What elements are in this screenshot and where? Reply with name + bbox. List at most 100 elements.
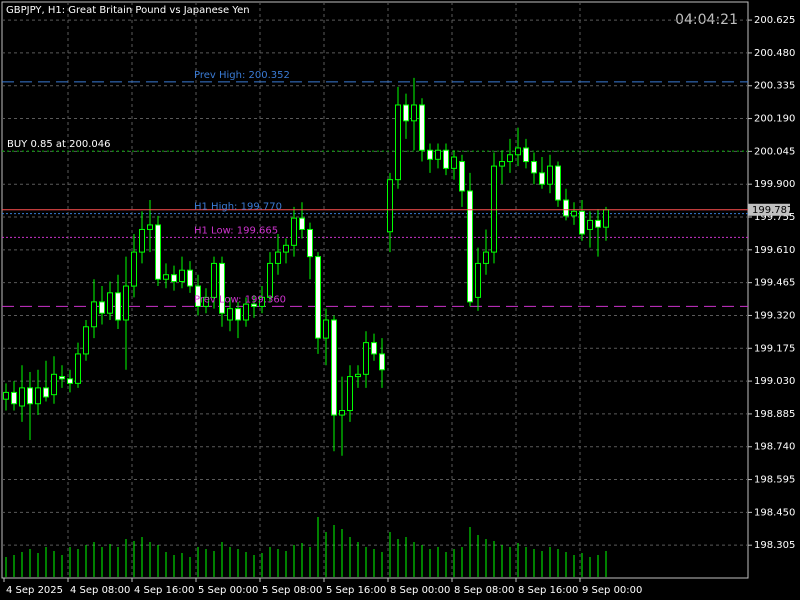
candle-body — [411, 104, 417, 122]
candle-body — [491, 165, 497, 253]
level-label: Prev High: 200.352 — [194, 70, 290, 81]
y-tick-label: 200.190 — [754, 114, 795, 125]
candle-body — [75, 353, 81, 384]
x-tick-label: 9 Sep 00:00 — [582, 585, 642, 596]
candle-body — [251, 303, 257, 307]
candle-body — [235, 308, 241, 321]
candle-body — [315, 256, 321, 339]
x-tick-label: 4 Sep 16:00 — [134, 585, 194, 596]
y-tick-label: 198.305 — [754, 540, 795, 551]
candle-body — [379, 353, 385, 371]
candle-body — [419, 104, 425, 151]
x-tick-label: 8 Sep 00:00 — [390, 585, 450, 596]
candle-body — [227, 308, 233, 321]
y-tick-label: 199.900 — [754, 179, 795, 190]
candle-body — [11, 391, 17, 405]
y-tick-label: 199.175 — [754, 343, 795, 354]
level-label: H1 Low: 199.665 — [194, 225, 278, 236]
candle-body — [267, 262, 273, 298]
candle-body — [131, 251, 137, 287]
candle-body — [27, 387, 33, 405]
candle-body — [259, 296, 265, 307]
candle-body — [211, 262, 217, 298]
x-tick-label: 5 Sep 00:00 — [198, 585, 258, 596]
price-box — [748, 203, 790, 216]
candle-body — [115, 292, 121, 321]
candle-body — [139, 228, 145, 253]
x-tick-label: 4 Sep 2025 — [6, 585, 63, 596]
candle-body — [443, 149, 449, 169]
y-tick-label: 200.625 — [754, 15, 795, 26]
candle-body — [283, 244, 289, 253]
y-tick-label: 199.030 — [754, 376, 795, 387]
candle-body — [35, 387, 41, 405]
candle-body — [171, 274, 177, 283]
order-label: BUY 0.85 at 200.046 — [7, 139, 111, 150]
candle-body — [387, 179, 393, 233]
y-tick-label: 199.755 — [754, 212, 795, 223]
candle-body — [483, 251, 489, 264]
candle-body — [19, 387, 25, 407]
candle-body — [107, 292, 113, 314]
candle-body — [59, 376, 65, 380]
candle-body — [347, 376, 353, 412]
y-tick-label: 200.045 — [754, 146, 795, 157]
candle-body — [371, 342, 377, 355]
candle-body — [451, 156, 457, 169]
candle-body — [331, 319, 337, 416]
candle-body — [555, 165, 561, 201]
candle-body — [547, 165, 553, 185]
candle-body — [563, 199, 569, 217]
x-tick-label: 8 Sep 08:00 — [454, 585, 514, 596]
candle-body — [507, 154, 513, 163]
y-tick-label: 200.335 — [754, 81, 795, 92]
candle-body — [163, 274, 169, 280]
y-tick-label: 199.610 — [754, 245, 795, 256]
candle-body — [51, 373, 57, 396]
y-tick-label: 200.480 — [754, 48, 795, 59]
candle-body — [195, 285, 201, 307]
candle-body — [323, 319, 329, 339]
candle-body — [3, 391, 9, 400]
candle-body — [243, 303, 249, 321]
candle-body — [43, 387, 49, 398]
y-tick-label: 198.740 — [754, 442, 795, 453]
candle-body — [523, 147, 529, 163]
candle-body — [499, 161, 505, 167]
candle-body — [187, 269, 193, 287]
candle-body — [275, 251, 281, 264]
x-tick-label: 4 Sep 08:00 — [70, 585, 130, 596]
candle-body — [155, 224, 161, 280]
price-label: 199.787 — [752, 205, 793, 216]
plot — [2, 2, 748, 578]
candle-body — [147, 224, 153, 230]
candle-body — [91, 301, 97, 328]
candle-body — [339, 410, 345, 416]
candle-body — [179, 269, 185, 283]
candle-body — [579, 210, 585, 235]
y-tick-label: 199.465 — [754, 278, 795, 289]
chart-title: GBPJPY, H1: Great Britain Pound vs Japan… — [6, 5, 250, 16]
candle-body — [459, 161, 465, 192]
candle-body — [355, 373, 361, 378]
candle-body — [515, 147, 521, 156]
plot-frame — [1, 1, 749, 579]
candle-body — [427, 149, 433, 160]
candle-body — [291, 217, 297, 246]
candle-body — [219, 262, 225, 314]
candle-body — [603, 209, 609, 228]
candle-body — [363, 342, 369, 375]
y-tick-label: 198.595 — [754, 475, 795, 486]
candle-body — [587, 219, 593, 230]
candle-body — [99, 301, 105, 314]
x-tick-label: 8 Sep 16:00 — [518, 585, 578, 596]
candle-body — [395, 104, 401, 181]
candle-body — [571, 210, 577, 217]
y-tick-label: 198.885 — [754, 409, 795, 420]
x-tick-label: 5 Sep 08:00 — [262, 585, 322, 596]
candle-body — [531, 161, 537, 174]
candle-body — [299, 217, 305, 230]
candle-body — [67, 378, 73, 384]
candle-body — [83, 326, 89, 355]
